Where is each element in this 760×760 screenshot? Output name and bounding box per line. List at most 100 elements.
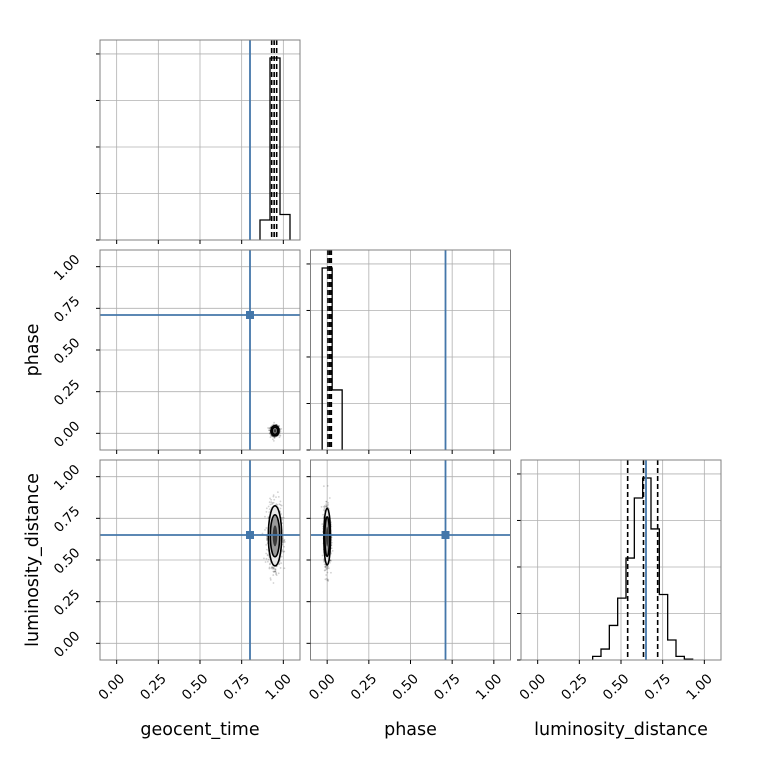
sample-point <box>270 435 273 437</box>
sample-point <box>275 573 277 575</box>
panel-content <box>100 460 300 660</box>
sample-point <box>325 577 328 580</box>
sample-point <box>275 574 278 577</box>
x-tick-label: 0.00 <box>96 671 129 704</box>
x-tick-label: 0.75 <box>221 671 254 704</box>
sample-point <box>276 503 279 506</box>
truth-marker <box>246 311 254 319</box>
sample-point <box>324 578 327 581</box>
sample-point <box>283 539 286 541</box>
sample-point <box>279 507 282 510</box>
sample-point <box>271 502 274 504</box>
truth-marker <box>441 531 450 539</box>
sample-point <box>280 504 283 507</box>
sample-point <box>323 504 326 507</box>
sample-point <box>270 501 273 504</box>
sample-point <box>266 538 268 541</box>
sample-point <box>261 532 264 535</box>
sample-point <box>265 557 268 560</box>
sample-point <box>274 569 277 572</box>
sample-point <box>273 570 276 573</box>
sample-point <box>279 434 282 437</box>
sample-point <box>270 498 273 501</box>
x-tick-label: 1.00 <box>262 671 295 704</box>
sample-point <box>278 562 281 565</box>
sample-point <box>268 563 271 566</box>
sample-point <box>325 500 328 503</box>
truth-marker <box>246 531 254 539</box>
sample-point <box>267 558 270 561</box>
sample-point <box>274 570 277 573</box>
sample-point <box>266 537 268 540</box>
x-axis-label-geocent_time: geocent_time <box>140 720 259 740</box>
sample-point <box>322 509 325 511</box>
sample-point <box>267 554 270 557</box>
sample-point <box>265 507 268 510</box>
sample-point <box>271 566 273 569</box>
panel-geocent_time-phase: 0.00 0.25 0.50 0.75 1.00 <box>51 249 301 454</box>
sample-point <box>274 568 277 571</box>
sample-point <box>268 508 271 510</box>
sample-point <box>268 501 271 504</box>
sample-point <box>264 529 266 531</box>
x-tick-label: 0.50 <box>600 671 633 704</box>
sample-point <box>324 566 327 568</box>
sample-point <box>265 552 268 555</box>
sample-point <box>273 498 276 501</box>
x-tick-label: 0.00 <box>306 671 339 704</box>
sample-point <box>275 572 278 574</box>
sample-point <box>325 568 328 571</box>
x-tick-label: 0.25 <box>137 671 170 704</box>
y-tick-label: 0.25 <box>51 587 84 620</box>
x-tick-label: 1.00 <box>473 671 506 704</box>
sample-point <box>323 569 326 572</box>
sample-point <box>271 566 274 569</box>
y-tick-label: 1.00 <box>51 462 84 495</box>
sample-point <box>272 495 275 498</box>
sample-point <box>278 425 280 428</box>
sample-point <box>277 495 280 498</box>
panel-phase-phase <box>306 249 511 454</box>
y-tick-label: 0.50 <box>51 335 84 368</box>
sample-point <box>269 503 272 506</box>
sample-point <box>272 423 275 426</box>
sample-point <box>279 500 282 503</box>
sample-point <box>278 436 281 439</box>
sample-point <box>330 571 332 574</box>
x-tick-label: 0.25 <box>558 671 591 704</box>
sample-point <box>328 497 331 499</box>
sample-point <box>275 496 277 499</box>
sample-point <box>326 485 329 487</box>
sample-point <box>270 567 273 570</box>
sample-point <box>268 511 271 514</box>
sample-point <box>272 501 275 504</box>
y-tick-label: 1.00 <box>51 252 84 285</box>
sample-point <box>268 427 271 430</box>
sample-point <box>283 567 286 570</box>
sample-point <box>283 541 286 543</box>
sample-point <box>267 553 270 555</box>
sample-point <box>323 506 326 508</box>
sample-point <box>270 434 272 437</box>
sample-point <box>325 503 328 506</box>
density-core <box>273 429 277 433</box>
sample-point <box>268 432 271 434</box>
y-tick-label: 0.75 <box>51 293 84 326</box>
sample-point <box>268 429 271 432</box>
sample-point <box>280 555 283 558</box>
sample-point <box>263 557 265 560</box>
x-axis-label-phase: phase <box>384 720 437 740</box>
sample-point <box>267 516 270 518</box>
sample-point <box>269 436 272 439</box>
sample-point <box>281 550 284 553</box>
sample-point <box>266 560 269 563</box>
panel-content <box>100 250 300 450</box>
sample-point <box>327 565 329 568</box>
panel-phase-luminosity_distance: 0.00 0.25 0.50 0.75 1.00 <box>306 459 511 704</box>
sample-point <box>272 566 275 569</box>
y-tick-label: 0.50 <box>51 545 84 578</box>
sample-point <box>282 550 285 553</box>
y-tick-label: 0.00 <box>51 418 84 451</box>
y-tick-label: 0.00 <box>51 628 84 661</box>
sample-point <box>322 485 325 488</box>
